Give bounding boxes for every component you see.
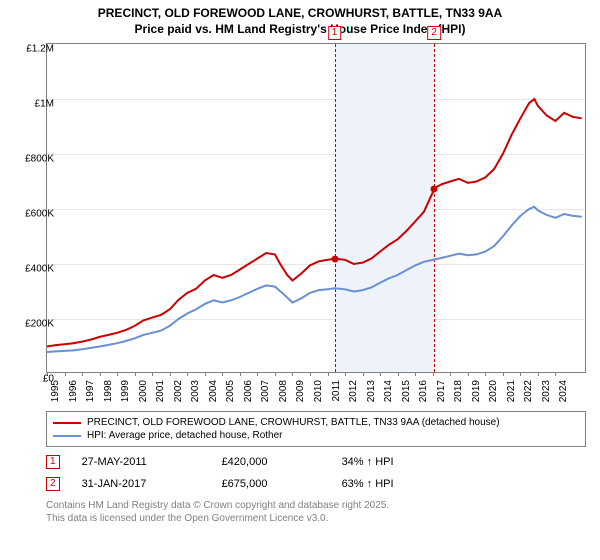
sale-row: 1 27-MAY-2011£420,00034% ↑ HPI xyxy=(46,455,600,469)
footer-attribution: Contains HM Land Registry data © Crown c… xyxy=(46,499,600,525)
legend-label: PRECINCT, OLD FOREWOOD LANE, CROWHURST, … xyxy=(87,417,500,428)
x-tick-label: 2001 xyxy=(155,380,166,402)
legend-swatch xyxy=(53,422,81,424)
sale-marker-label: 1 xyxy=(328,26,342,40)
sale-index: 1 xyxy=(46,455,60,469)
x-tick-label: 2016 xyxy=(418,380,429,402)
title-line-1: PRECINCT, OLD FOREWOOD LANE, CROWHURST, … xyxy=(98,6,502,20)
x-tick-label: 1999 xyxy=(120,380,131,402)
sale-hpi: 63% ↑ HPI xyxy=(342,478,394,490)
x-tick-label: 1997 xyxy=(85,380,96,402)
x-tick-label: 2009 xyxy=(295,380,306,402)
x-tick-label: 2019 xyxy=(471,380,482,402)
sale-price: £420,000 xyxy=(222,456,342,468)
y-tick-label: £0 xyxy=(43,374,54,385)
y-tick-label: £1M xyxy=(35,99,54,110)
y-tick-label: £400K xyxy=(25,264,54,275)
series-price_paid xyxy=(47,99,582,347)
chart-container: PRECINCT, OLD FOREWOOD LANE, CROWHURST, … xyxy=(0,0,600,525)
x-tick-label: 2003 xyxy=(190,380,201,402)
x-tick-label: 2023 xyxy=(541,380,552,402)
plot-area: 1219951996199719981999200020012002200320… xyxy=(46,43,586,373)
sale-marker-dot xyxy=(331,255,338,262)
x-tick-label: 2011 xyxy=(331,380,342,402)
x-tick-label: 2013 xyxy=(366,380,377,402)
x-tick-label: 2007 xyxy=(260,380,271,402)
y-tick-label: £1.2M xyxy=(26,44,54,55)
x-tick-label: 2021 xyxy=(506,380,517,402)
y-tick-label: £200K xyxy=(25,319,54,330)
y-tick-label: £800K xyxy=(25,154,54,165)
sale-index: 2 xyxy=(46,477,60,491)
sale-row: 2 31-JAN-2017£675,00063% ↑ HPI xyxy=(46,477,600,491)
x-tick-label: 2012 xyxy=(348,380,359,402)
x-tick-label: 2015 xyxy=(401,380,412,402)
chart-title: PRECINCT, OLD FOREWOOD LANE, CROWHURST, … xyxy=(0,0,600,37)
line-chart-svg xyxy=(47,44,587,374)
legend-label: HPI: Average price, detached house, Roth… xyxy=(87,430,283,441)
x-tick-label: 2008 xyxy=(278,380,289,402)
x-tick-label: 1998 xyxy=(103,380,114,402)
legend-swatch xyxy=(53,435,81,437)
y-tick-label: £600K xyxy=(25,209,54,220)
x-tick-label: 2004 xyxy=(208,380,219,402)
x-tick-label: 1996 xyxy=(68,380,79,402)
sale-marker-label: 2 xyxy=(427,26,441,40)
x-tick-label: 2010 xyxy=(313,380,324,402)
x-tick-label: 2022 xyxy=(523,380,534,402)
x-tick-label: 2020 xyxy=(488,380,499,402)
legend: PRECINCT, OLD FOREWOOD LANE, CROWHURST, … xyxy=(46,411,586,447)
x-tick-label: 2017 xyxy=(436,380,447,402)
sale-date: 27-MAY-2011 xyxy=(82,456,222,468)
sale-price: £675,000 xyxy=(222,478,342,490)
sale-marker-dot xyxy=(431,185,438,192)
x-tick-label: 2024 xyxy=(558,380,569,402)
x-tick-label: 2002 xyxy=(173,380,184,402)
x-tick-label: 2000 xyxy=(138,380,149,402)
x-tick-label: 2014 xyxy=(383,380,394,402)
footer-line-1: Contains HM Land Registry data © Crown c… xyxy=(46,500,389,511)
legend-item: HPI: Average price, detached house, Roth… xyxy=(53,429,579,442)
x-tick-label: 2006 xyxy=(243,380,254,402)
sale-date: 31-JAN-2017 xyxy=(82,478,222,490)
title-line-2: Price paid vs. HM Land Registry's House … xyxy=(135,22,466,36)
footer-line-2: This data is licensed under the Open Gov… xyxy=(46,513,328,524)
legend-item: PRECINCT, OLD FOREWOOD LANE, CROWHURST, … xyxy=(53,416,579,429)
x-tick-label: 2005 xyxy=(225,380,236,402)
sale-hpi: 34% ↑ HPI xyxy=(342,456,394,468)
x-tick-label: 2018 xyxy=(453,380,464,402)
